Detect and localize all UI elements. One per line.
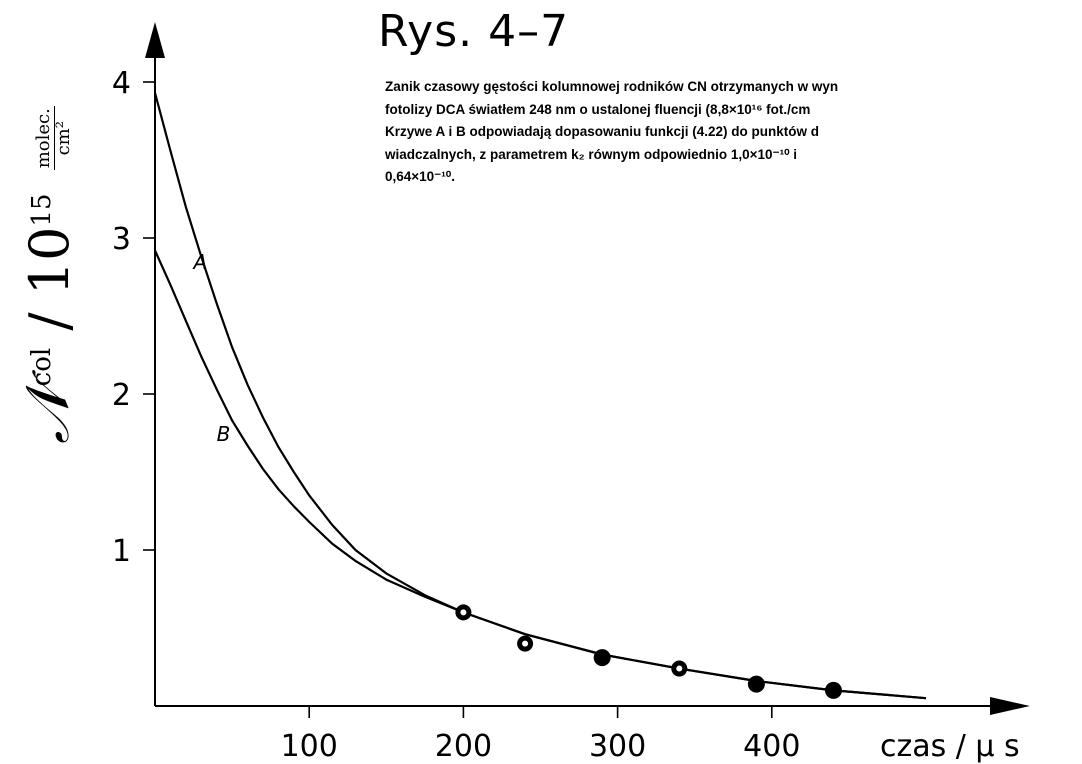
data-point-filled: [593, 649, 611, 667]
x-axis-arrow: [990, 697, 1030, 715]
x-tick-label: 400: [743, 729, 800, 764]
x-tick-label: 300: [589, 729, 646, 764]
data-point-filled: [824, 681, 842, 699]
y-tick-label: 2: [112, 378, 131, 413]
y-tick-label: 4: [112, 66, 131, 101]
data-point-open-center: [460, 609, 467, 616]
axis-ticks-labels: 100 200 300 400 1 2 3 4 czas / μ s A B: [112, 66, 1020, 764]
data-point-open-center: [676, 665, 683, 672]
curve-B: [153, 250, 927, 700]
x-tick-label: 200: [435, 729, 492, 764]
x-axis-label: czas / μ s: [880, 729, 1020, 764]
figure-caption: Zanik czasowy gęstości kolumnowej rodnik…: [385, 76, 1082, 226]
data-point-open-center: [522, 640, 529, 647]
caption-line: 0,64×10⁻¹⁰.: [385, 169, 455, 184]
curve-label-A: A: [192, 250, 208, 274]
caption-line: Zanik czasowy gęstości kolumnowej rodnik…: [385, 79, 839, 94]
y-tick-label: 3: [112, 222, 131, 257]
caption-line: fotolizy DCA światłem 248 nm o ustalonej…: [385, 101, 811, 117]
axes: [143, 22, 1030, 718]
x-tick-label: 100: [281, 729, 338, 764]
data-point-filled: [747, 675, 765, 693]
y-axis-arrow: [145, 22, 165, 58]
figure-title: Rys. 4–7: [378, 6, 570, 57]
fit-curves: [153, 92, 927, 700]
curve-label-B: B: [217, 422, 231, 446]
caption-line: Krzywe A i B odpowiadają dopasowaniu fun…: [385, 124, 820, 139]
y-tick-label: 1: [112, 534, 131, 569]
curve-A: [153, 92, 927, 700]
caption-line: wiadczalnych, z parametrem k₂ równym odp…: [385, 146, 798, 162]
data-points: [455, 604, 842, 699]
